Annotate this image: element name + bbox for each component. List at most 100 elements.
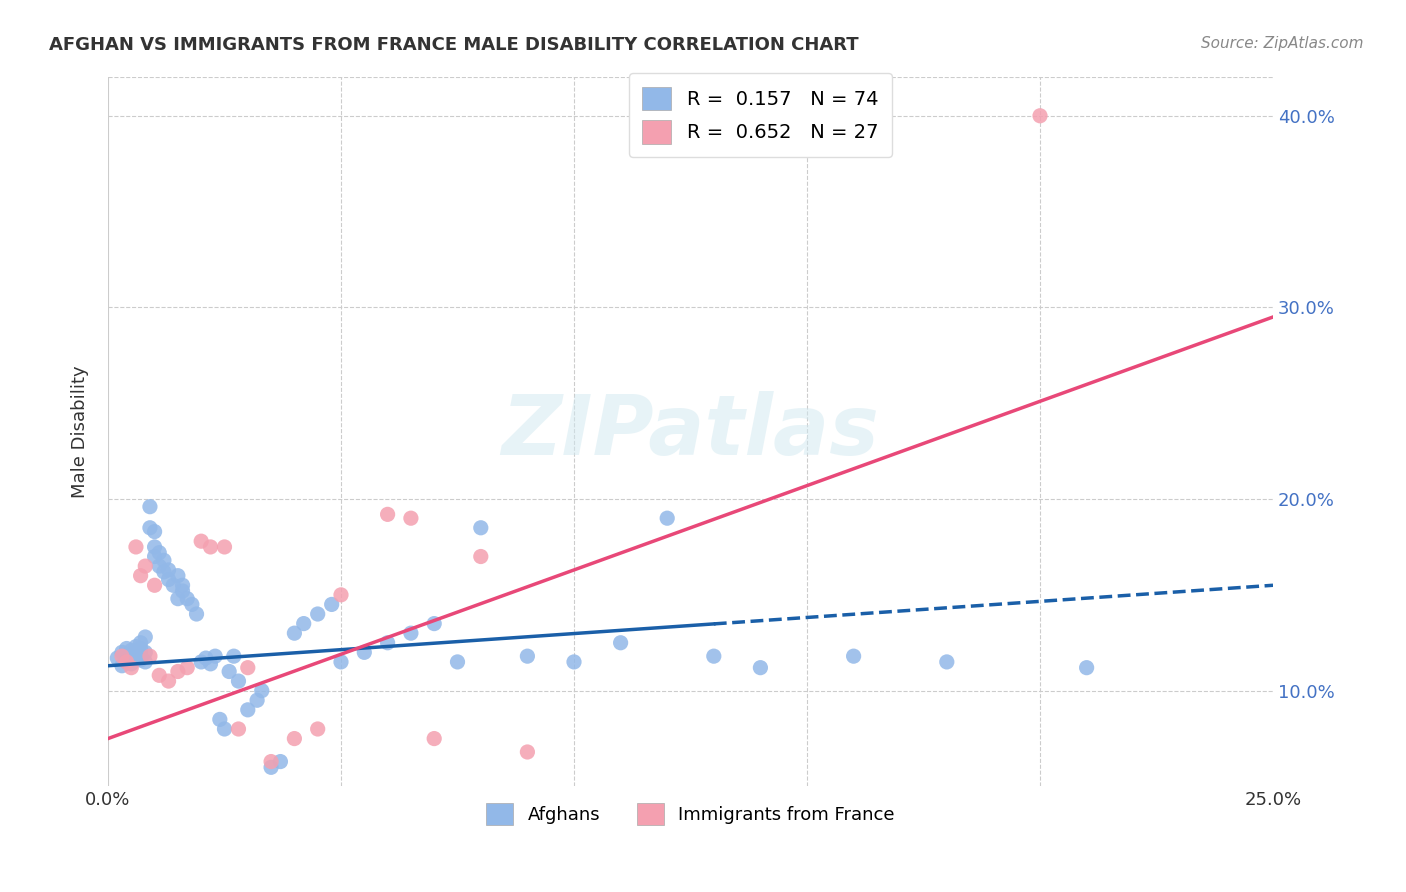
Point: [148, 559, 170, 574]
Point: [162, 578, 184, 592]
Point: [330, 588, 353, 602]
Point: [157, 674, 180, 689]
Point: [129, 568, 152, 582]
Point: [214, 722, 236, 736]
Point: [250, 683, 273, 698]
Point: [125, 649, 148, 664]
Point: [749, 661, 772, 675]
Point: [139, 500, 162, 514]
Point: [153, 553, 176, 567]
Point: [190, 534, 212, 549]
Point: [353, 645, 375, 659]
Point: [129, 636, 152, 650]
Point: [703, 649, 725, 664]
Point: [115, 641, 138, 656]
Point: [143, 524, 166, 539]
Point: [125, 640, 148, 654]
Point: [1076, 661, 1098, 675]
Point: [139, 649, 162, 664]
Point: [609, 636, 631, 650]
Point: [105, 651, 128, 665]
Point: [321, 598, 343, 612]
Y-axis label: Male Disability: Male Disability: [72, 366, 89, 499]
Point: [377, 636, 399, 650]
Point: [134, 559, 156, 574]
Point: [516, 745, 538, 759]
Point: [562, 655, 585, 669]
Point: [236, 703, 259, 717]
Point: [143, 540, 166, 554]
Point: [330, 655, 353, 669]
Point: [194, 651, 217, 665]
Point: [218, 665, 240, 679]
Point: [176, 591, 198, 606]
Point: [120, 657, 142, 671]
Point: [125, 651, 148, 665]
Point: [399, 626, 422, 640]
Point: [246, 693, 269, 707]
Point: [143, 578, 166, 592]
Point: [143, 549, 166, 564]
Point: [1029, 109, 1052, 123]
Point: [200, 657, 222, 671]
Text: Source: ZipAtlas.com: Source: ZipAtlas.com: [1201, 36, 1364, 51]
Point: [120, 661, 142, 675]
Point: [200, 540, 222, 554]
Point: [423, 731, 446, 746]
Point: [399, 511, 422, 525]
Point: [111, 658, 134, 673]
Point: [260, 760, 283, 774]
Point: [111, 649, 134, 664]
Point: [180, 598, 202, 612]
Point: [157, 573, 180, 587]
Point: [260, 755, 283, 769]
Point: [125, 540, 148, 554]
Point: [208, 713, 231, 727]
Point: [153, 565, 176, 579]
Point: [283, 626, 305, 640]
Point: [222, 649, 245, 664]
Point: [269, 755, 291, 769]
Point: [228, 722, 250, 736]
Point: [186, 607, 208, 621]
Point: [120, 653, 142, 667]
Point: [228, 674, 250, 689]
Point: [134, 655, 156, 669]
Point: [172, 578, 194, 592]
Point: [115, 655, 138, 669]
Point: [214, 540, 236, 554]
Point: [129, 647, 152, 661]
Point: [134, 630, 156, 644]
Point: [283, 731, 305, 746]
Point: [176, 661, 198, 675]
Point: [148, 546, 170, 560]
Point: [935, 655, 957, 669]
Text: AFGHAN VS IMMIGRANTS FROM FRANCE MALE DISABILITY CORRELATION CHART: AFGHAN VS IMMIGRANTS FROM FRANCE MALE DI…: [49, 36, 859, 54]
Point: [172, 584, 194, 599]
Point: [292, 616, 315, 631]
Point: [204, 649, 226, 664]
Point: [516, 649, 538, 664]
Point: [148, 668, 170, 682]
Point: [134, 645, 156, 659]
Point: [139, 521, 162, 535]
Legend: Afghans, Immigrants from France: Afghans, Immigrants from France: [477, 794, 904, 834]
Point: [446, 655, 468, 669]
Point: [307, 607, 329, 621]
Point: [423, 616, 446, 631]
Point: [129, 641, 152, 656]
Point: [120, 647, 142, 661]
Point: [157, 563, 180, 577]
Point: [307, 722, 329, 736]
Point: [115, 655, 138, 669]
Point: [125, 645, 148, 659]
Point: [842, 649, 865, 664]
Point: [129, 653, 152, 667]
Point: [377, 508, 399, 522]
Text: ZIPatlas: ZIPatlas: [502, 392, 879, 473]
Point: [115, 649, 138, 664]
Point: [470, 521, 492, 535]
Point: [120, 643, 142, 657]
Point: [167, 591, 190, 606]
Point: [167, 568, 190, 582]
